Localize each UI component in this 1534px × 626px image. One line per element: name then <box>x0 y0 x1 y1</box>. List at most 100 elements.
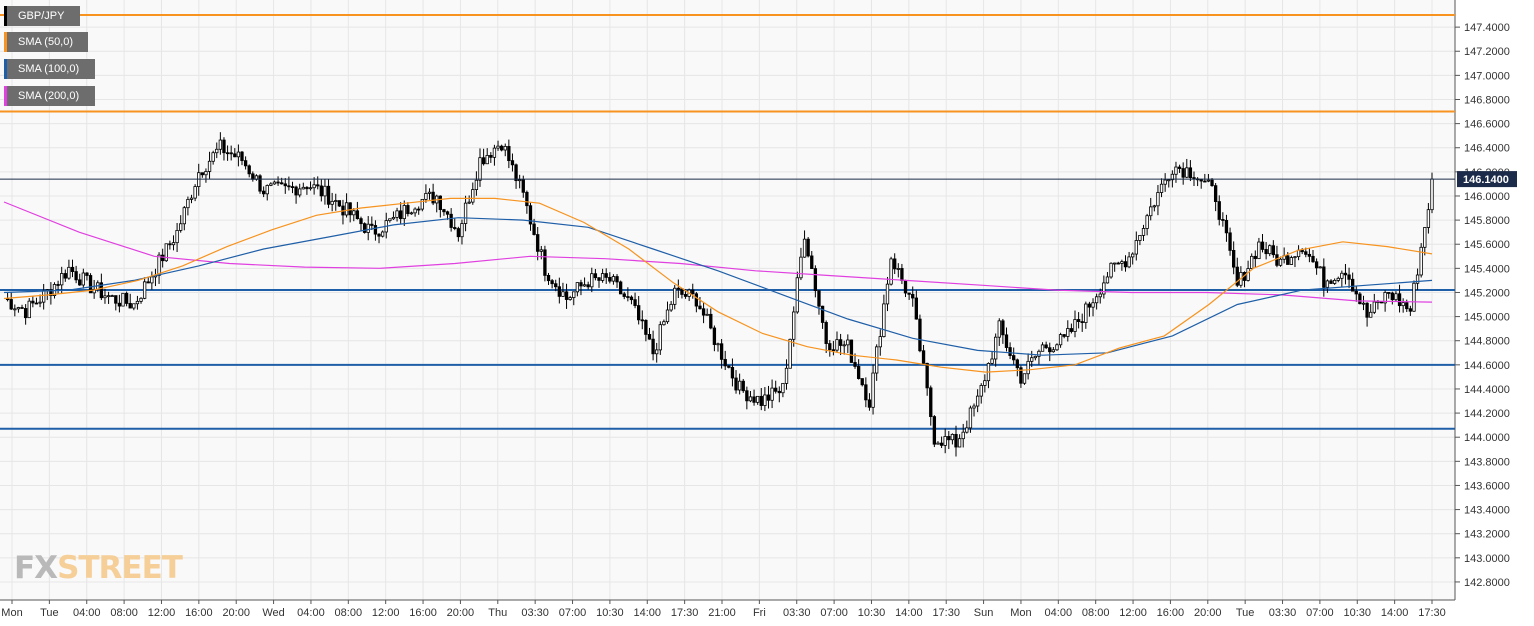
candle-down <box>406 205 410 215</box>
candle-down <box>247 165 251 175</box>
candle-up <box>157 254 161 276</box>
candle-down <box>1397 293 1402 307</box>
candle-down <box>445 211 450 215</box>
candle-down <box>853 362 857 367</box>
candle-up <box>950 433 955 441</box>
candle-up <box>1037 350 1041 357</box>
candle-down <box>939 442 944 446</box>
candle-up <box>265 185 269 195</box>
candle-up <box>1033 355 1037 359</box>
x-tick-label: 08:00 <box>335 607 363 619</box>
candle-down <box>287 185 291 188</box>
sma100-line <box>3 217 1433 356</box>
candle-up <box>871 372 875 408</box>
candle-down <box>1213 185 1218 202</box>
candle-up <box>990 358 994 364</box>
candle-down <box>727 365 731 368</box>
legend-sma50: SMA (50,0) <box>4 32 88 52</box>
candle-down <box>326 185 331 205</box>
candle-down <box>442 209 446 213</box>
x-tick-label: 21:00 <box>708 607 736 619</box>
candle-up <box>1102 282 1106 295</box>
candle-down <box>258 175 262 192</box>
candle-down <box>1390 292 1394 301</box>
candle-up <box>1415 274 1420 284</box>
candle-down <box>856 366 861 379</box>
candle-down <box>820 305 825 323</box>
x-tick-label: 20:00 <box>222 607 250 619</box>
candle-down <box>243 160 248 167</box>
candle-up <box>655 349 659 355</box>
candle-up <box>1383 292 1387 304</box>
price-axis-area <box>1455 0 1534 626</box>
candle-up <box>485 154 489 165</box>
x-tick-label: 08:00 <box>1082 607 1110 619</box>
candle-down <box>1260 241 1265 250</box>
candle-up <box>171 242 176 246</box>
candle-down <box>225 152 230 155</box>
candle-up <box>427 191 432 194</box>
candle-up <box>795 277 799 313</box>
y-tick-label: 146.4000 <box>1464 143 1510 155</box>
candle-up <box>1145 215 1149 229</box>
x-tick-label: 10:30 <box>858 607 886 619</box>
candle-down <box>294 186 298 196</box>
x-tick-label: 17:30 <box>1418 607 1446 619</box>
candle-down <box>525 191 529 207</box>
candle-down <box>290 186 295 188</box>
candle-up <box>575 282 580 293</box>
candle-down <box>1408 308 1413 312</box>
candle-down <box>730 366 735 379</box>
candle-up <box>1250 255 1254 269</box>
candle-down <box>1080 321 1084 324</box>
candle-up <box>380 231 385 237</box>
candle-down <box>644 319 648 335</box>
candle-down <box>1012 355 1016 361</box>
candle-up <box>1268 245 1272 255</box>
legend-sma200: SMA (200,0) <box>4 86 95 106</box>
legend-sma50-label: SMA (50,0) <box>18 36 74 48</box>
x-tick-label: Wed <box>262 607 284 619</box>
y-tick-label: 146.8000 <box>1464 94 1510 106</box>
candle-up <box>1423 227 1427 248</box>
candle-down <box>604 273 608 278</box>
sma50-line <box>3 197 1433 373</box>
candle-up <box>413 208 417 214</box>
candle-down <box>283 183 287 187</box>
candle-up <box>582 284 587 287</box>
candle-up <box>496 145 500 149</box>
candle-up <box>889 258 893 285</box>
candle-down <box>1271 245 1275 256</box>
candle-down <box>683 294 688 297</box>
candle-up <box>1289 257 1294 265</box>
candle-up <box>204 171 208 176</box>
x-tick-label: 03:30 <box>783 607 811 619</box>
candle-up <box>568 297 572 300</box>
candle-down <box>1048 347 1052 353</box>
candle-down <box>824 322 828 344</box>
candle-up <box>42 290 46 303</box>
candle-up <box>110 295 114 297</box>
y-tick-label: 144.4000 <box>1464 384 1510 396</box>
candle-down <box>1203 180 1207 183</box>
candle-down <box>629 296 634 301</box>
candle-up <box>269 183 273 186</box>
candle-up <box>352 210 356 216</box>
candle-down <box>168 243 172 246</box>
candle-down <box>63 273 67 279</box>
x-tick-label: 17:30 <box>671 607 699 619</box>
candle-up <box>467 201 471 204</box>
candle-down <box>70 266 75 272</box>
candle-down <box>1062 334 1066 337</box>
candle-down <box>1286 255 1290 265</box>
candle-up <box>965 427 969 433</box>
candle-up <box>1336 277 1340 281</box>
candle-up <box>308 187 313 190</box>
candle-up <box>344 202 349 216</box>
candle-up <box>784 367 789 384</box>
candle-down <box>489 154 493 158</box>
candle-up <box>1156 192 1160 207</box>
candle-down <box>20 307 24 309</box>
candle-down <box>114 295 118 304</box>
candle-down <box>752 396 756 403</box>
